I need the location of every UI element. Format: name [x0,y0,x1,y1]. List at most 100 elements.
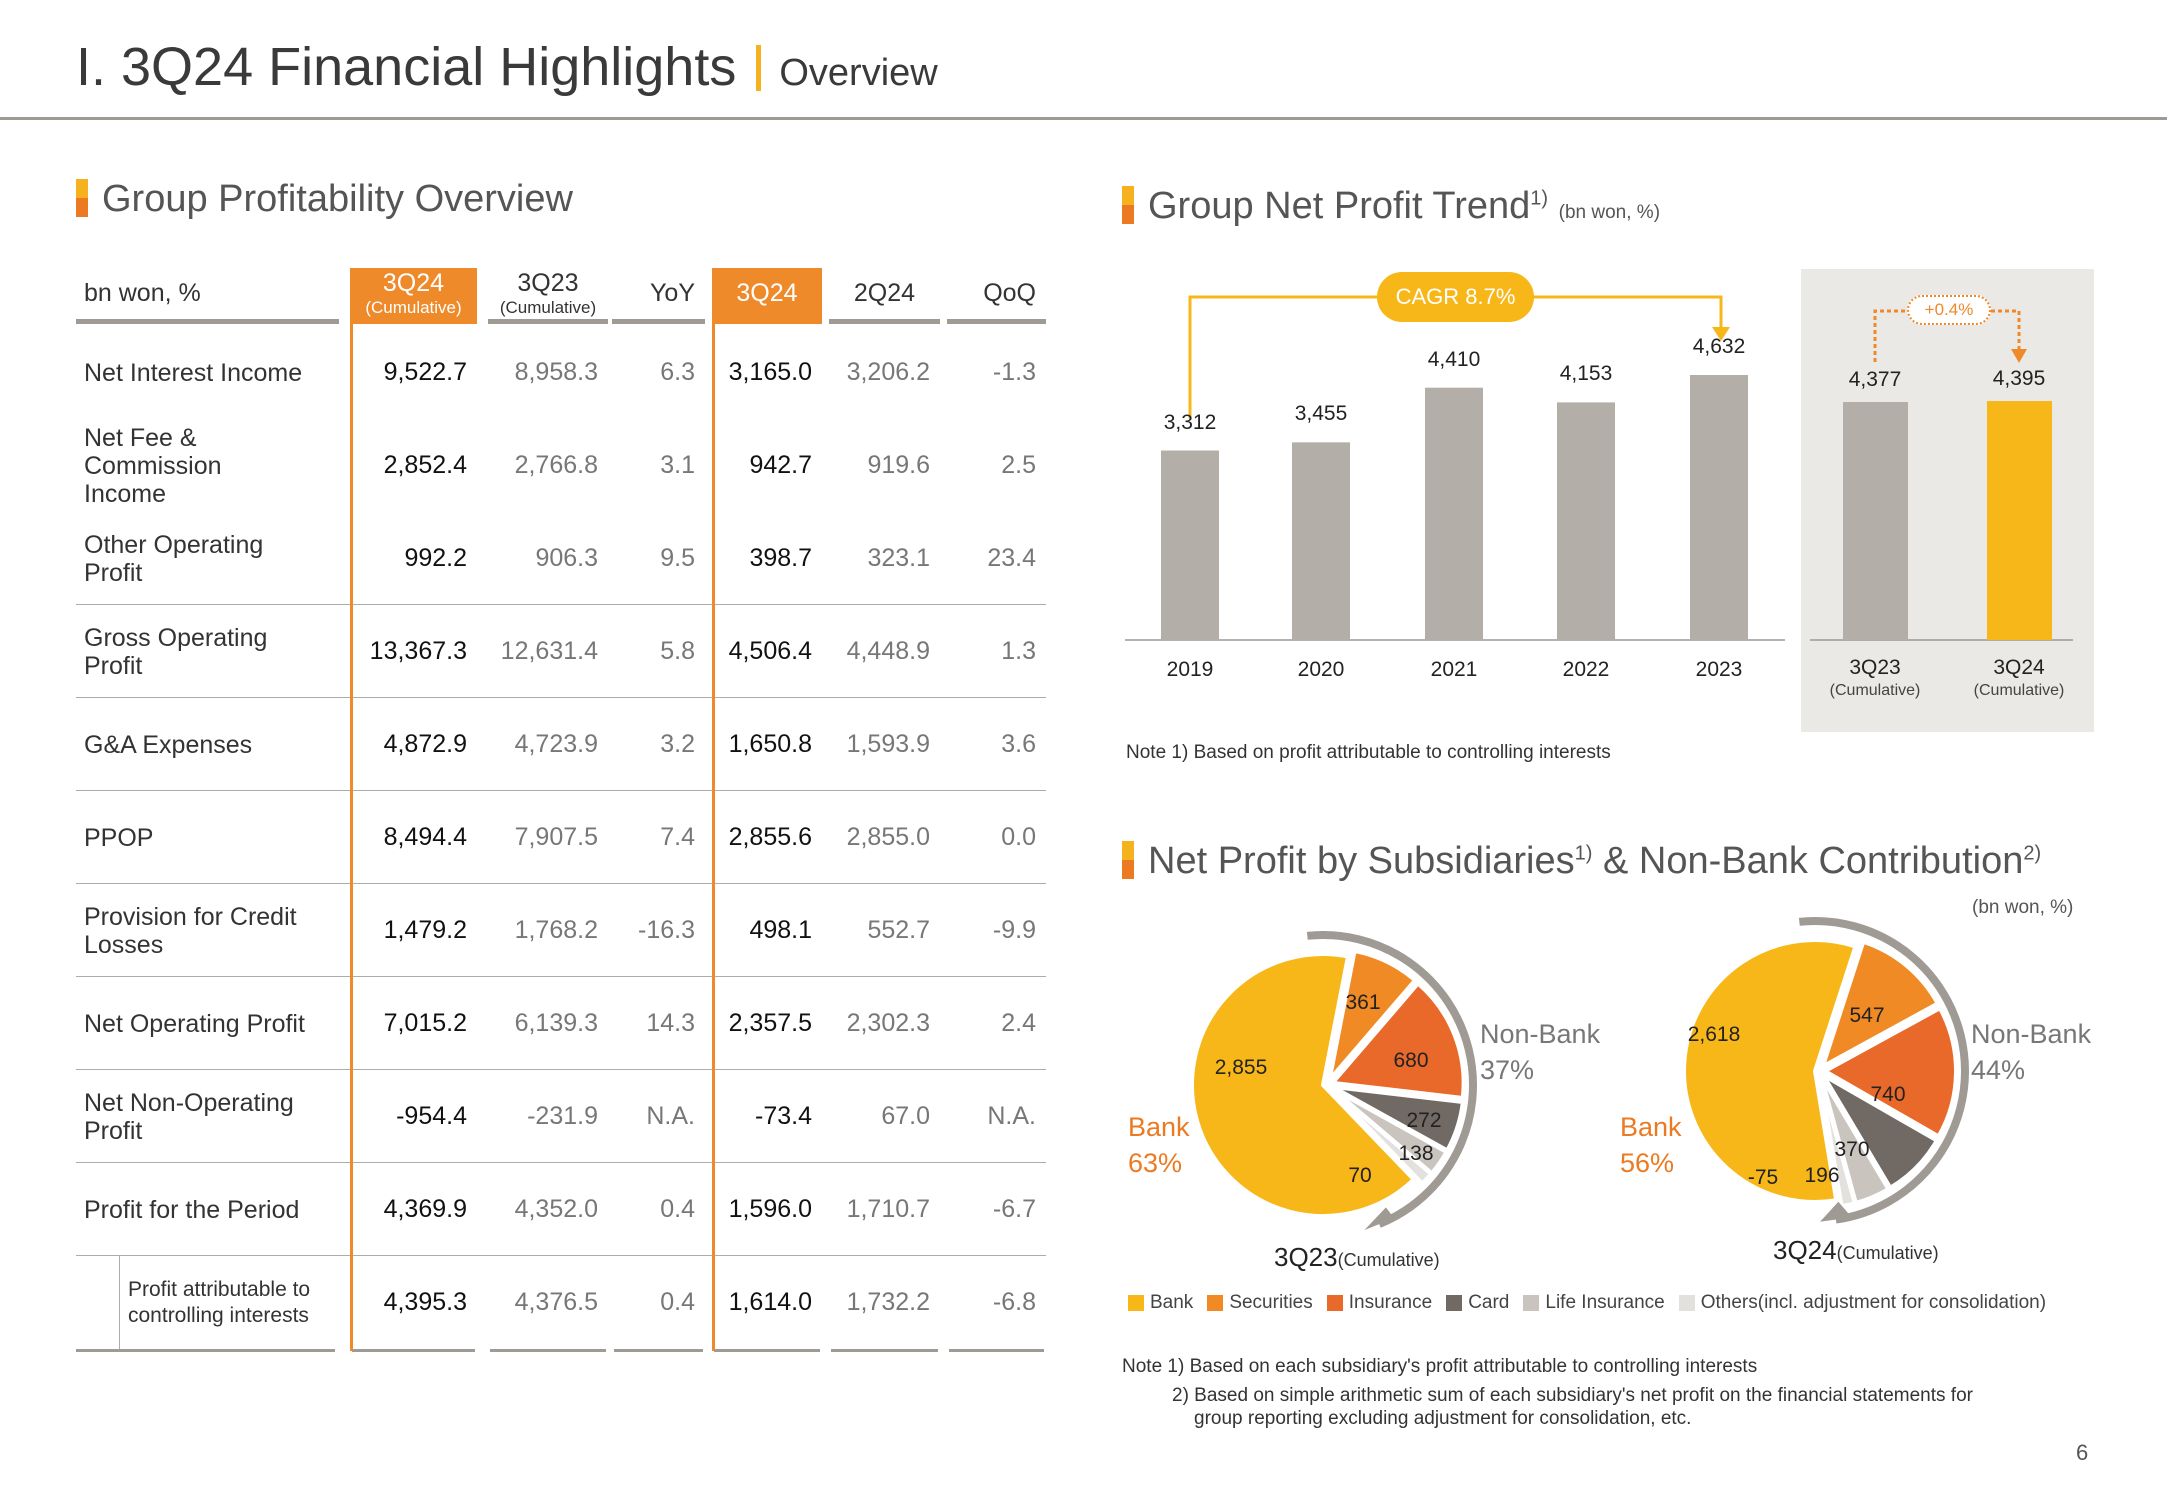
table-bottom-rule [490,1349,606,1352]
pie-slice-bank [1190,952,1417,1218]
row-divider [76,697,1046,698]
column-header-label: 3Q24 [382,269,445,297]
row-value-3q23: 1,768.2 [514,916,598,944]
pie-caption-sub: (Cumulative) [1337,1250,1440,1270]
row-value-yoy: 14.3 [646,1009,695,1037]
column-header-3: YoY [612,268,705,324]
row-value-3q24: 4,506.4 [728,637,812,665]
legend-label: Card [1468,1292,1510,1313]
section-title-profitability: Group Profitability Overview [76,178,573,221]
section-title-trend: Group Net Profit Trend1) (bn won, %) [1122,185,1660,228]
row-value-yoy: 7.4 [660,823,695,851]
title-divider [756,45,762,91]
header-rule [0,117,2167,120]
x-tick-sublabel: (Cumulative) [1973,682,2065,699]
bar-value-label: 3,455 [1294,402,1348,426]
row-value-yoy: 6.3 [660,358,695,386]
legend-swatch [1207,1295,1224,1311]
footnote-ref: 1) [1574,842,1593,865]
table-row: Profit for the Period 4,369.9 4,352.0 0.4 1,… [76,1163,1046,1256]
row-value-3q24: 1,614.0 [728,1288,812,1316]
row-value-2q24: 1,710.7 [846,1195,930,1223]
row-value-2q24: 552.7 [867,916,930,944]
pie-slice-insurance [1328,980,1466,1101]
row-value-3q24: 13,367.3 [369,637,467,665]
table-row: G&A Expenses 4,872.9 4,723.9 3.2 1,650.8 1,59… [76,698,1046,791]
pie-caption-title: 3Q24 [1773,1235,1837,1265]
pie-slice-card [1817,1069,1940,1191]
pie-slice-bank [1682,938,1859,1204]
pie-value-label: 361 [1345,991,1381,1014]
row-value-3q24: 942.7 [749,451,812,479]
pie-slice-securities [1819,939,1941,1071]
pie-value-label: 680 [1393,1049,1429,1072]
change-badge: +0.4% [1907,295,1991,325]
row-value-qoq: 2.4 [1001,1009,1036,1037]
row-label: Net Operating Profit [84,1009,305,1038]
row-value-3q24: 8,494.4 [383,823,467,851]
row-value-3q23: -231.9 [527,1102,598,1130]
row-value-2q24: 67.0 [881,1102,930,1130]
row-divider [76,883,1046,884]
bank-pct: 63% [1128,1148,1183,1178]
pie-value-label: 70 [1348,1164,1372,1187]
table-bottom-rule [352,1349,475,1352]
row-value-qoq: 3.6 [1001,730,1036,758]
legend-label: Securities [1229,1292,1313,1313]
section-title-subsidiaries: Net Profit by Subsidiaries1) & Non-Bank … [1122,840,2041,883]
bar-2021 [1425,387,1483,640]
legend-swatch [1678,1295,1695,1311]
pie-value-label: 196 [1804,1164,1840,1187]
pie-caption-sub: (Cumulative) [1836,1243,1939,1263]
row-divider [76,790,1046,791]
row-value-yoy: 0.4 [660,1195,695,1223]
row-value-3q24: 7,015.2 [383,1009,467,1037]
page-subtitle: Overview [779,52,938,94]
legend-item: Card [1446,1292,1509,1314]
row-value-3q24: 992.2 [404,544,467,572]
row-divider [76,1069,1046,1070]
column-header-4: 3Q24 [712,268,822,324]
table-row: Net Non-Operating Profit -954.4 -231.9 N.A.… [76,1070,1046,1163]
row-value-yoy: 9.5 [660,544,695,572]
row-value-3q24: 398.7 [749,544,812,572]
row-label: Net Fee & Commission Income [84,423,222,508]
arrow-head-icon [2011,349,2027,363]
row-value-2q24: 919.6 [867,451,930,479]
bar-value-label: 4,377 [1848,368,1902,391]
row-value-yoy: -16.3 [638,916,695,944]
table-bottom-rule [614,1349,703,1352]
x-tick-label: 2023 [1695,658,1743,681]
bar-2023 [1690,375,1748,640]
row-value-3q24: 2,357.5 [728,1009,812,1037]
row-value-3q24: 4,395.3 [383,1288,467,1316]
pie-caption: 3Q23(Cumulative) [1274,1242,1440,1273]
row-label: Net Non-Operating Profit [84,1088,294,1145]
row-value-3q24: 2,852.4 [383,451,467,479]
row-value-3q23: 4,352.0 [514,1195,598,1223]
column-header-2: 3Q23 (Cumulative) [488,268,608,324]
table-bottom-rule [714,1349,820,1352]
bar-3Q23 [1843,402,1908,640]
table-bottom-rule [949,1349,1044,1352]
x-tick-label: 3Q24 [1993,656,2045,679]
section-marker [1122,841,1134,879]
table-row: Profit attributable to controlling inter… [76,1256,1046,1349]
non-bank-arc-arrow [1306,931,1477,1228]
page-number: 6 [2076,1440,2089,1465]
table-row: Net Fee & Commission Income 2,852.4 2,766.… [76,419,1046,512]
non-bank-label: Non-Bank [1971,1019,2092,1049]
legend-swatch [1326,1295,1343,1311]
indent-line [119,1256,120,1349]
footnote-ref: 1) [1530,187,1549,210]
pie-slice-insurance [1820,1005,1958,1140]
row-value-qoq: 1.3 [1001,637,1036,665]
legend-item: Securities [1207,1292,1313,1314]
row-value-qoq: 2.5 [1001,451,1036,479]
row-divider [76,604,1046,605]
row-value-yoy: 0.4 [660,1288,695,1316]
x-tick-label: 2019 [1166,658,1214,681]
pie-value-label: 2,618 [1687,1023,1741,1046]
row-value-3q23: 6,139.3 [514,1009,598,1037]
row-value-2q24: 323.1 [867,544,930,572]
